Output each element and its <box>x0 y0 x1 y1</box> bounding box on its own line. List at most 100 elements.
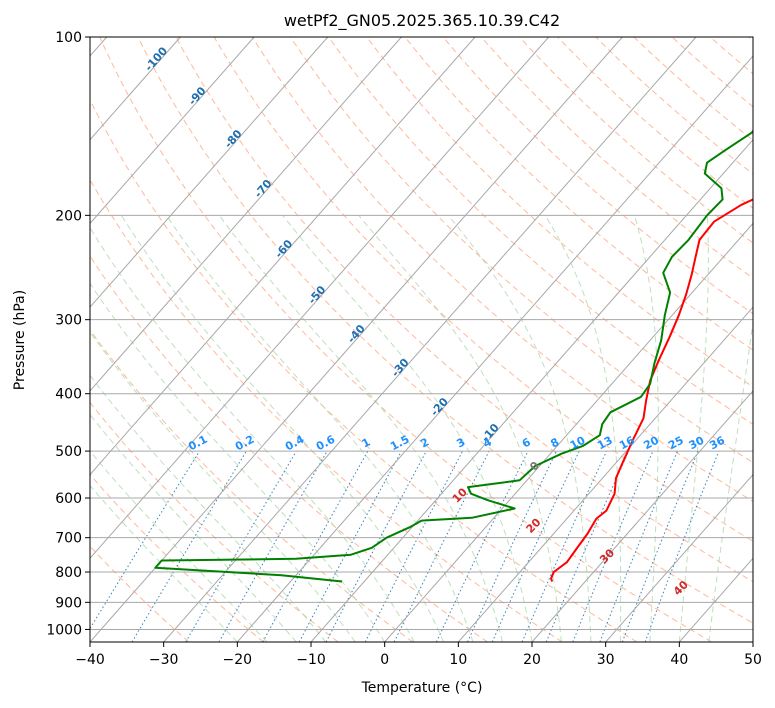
isotherm-line <box>678 557 753 642</box>
moist-adiabat-label: 30 <box>597 546 617 566</box>
isotherm-line <box>384 222 753 642</box>
moist-adiabat-label: 10 <box>450 485 470 505</box>
isotherm-label: -70 <box>252 177 275 201</box>
x-tick-label: −20 <box>223 652 253 668</box>
mixing-ratio-label: 16 <box>617 434 637 453</box>
moist-adiabat <box>218 215 503 642</box>
isotherm-label: -90 <box>186 84 209 108</box>
mixing-ratio-line <box>491 450 580 642</box>
moist-adiabat <box>90 282 386 642</box>
mixing-ratio-line <box>393 450 490 642</box>
dry-adiabat <box>90 401 339 642</box>
x-tick-label: 50 <box>744 652 762 668</box>
mixing-ratio-line <box>185 450 297 642</box>
mixing-ratio-label: 1.5 <box>388 433 411 454</box>
isotherm-line <box>90 37 329 308</box>
moist-adiabat <box>447 214 592 642</box>
dry-adiabat <box>748 37 753 42</box>
mixing-ratio-line <box>644 450 720 642</box>
isotherm-line <box>90 37 550 560</box>
y-tick-label: 300 <box>55 313 82 329</box>
isotherm-label: -80 <box>222 127 245 151</box>
mixing-ratio-label: 13 <box>595 434 615 453</box>
mixing-ratio-line <box>572 450 654 642</box>
mixing-ratio-line <box>262 450 369 642</box>
mixing-ratio-line <box>325 450 427 642</box>
sounding-series <box>154 129 753 583</box>
dry-adiabat <box>519 37 753 244</box>
dry-adiabat <box>213 37 753 542</box>
y-axis-label: Pressure (hPa) <box>12 290 28 390</box>
moist-adiabat <box>678 215 709 642</box>
x-axis-ticks: −40 −30 −20 −10 0 10 20 30 40 50 <box>75 642 762 668</box>
isotherm-line <box>457 306 753 642</box>
dry-adiabat <box>90 545 190 642</box>
moist-adiabat <box>708 318 753 642</box>
moist-adiabat <box>90 450 268 642</box>
isotherm-line <box>90 37 476 476</box>
x-tick-label: 0 <box>380 652 389 668</box>
mixing-ratio-label: 0.1 <box>186 433 209 454</box>
temperature-line <box>550 198 753 582</box>
pressure-gridlines <box>90 36 753 630</box>
y-tick-label: 900 <box>55 595 82 611</box>
isotherm-label: -30 <box>389 356 412 380</box>
mixing-ratio-label: 10 <box>568 433 588 452</box>
dry-adiabat <box>90 473 264 642</box>
y-tick-label: 1000 <box>46 622 82 638</box>
moist-adiabat <box>165 215 474 642</box>
isotherm-line <box>90 37 181 141</box>
moist-adiabat <box>90 331 356 642</box>
moist-adiabat <box>90 226 415 642</box>
mixing-ratio-line <box>467 450 557 642</box>
mixing-ratio-line <box>364 450 463 642</box>
isotherm-line <box>90 37 255 225</box>
moist-adiabat <box>282 214 533 642</box>
chart-title: wetPf2_GN05.2025.365.10.39.C42 <box>284 11 560 31</box>
isotherm-line <box>90 37 402 392</box>
y-tick-label: 800 <box>55 565 82 581</box>
x-tick-label: −30 <box>149 652 179 668</box>
dry-adiabat <box>557 37 753 209</box>
isotherm-line <box>236 55 753 642</box>
dry-adiabat <box>90 98 638 642</box>
isotherm-line <box>163 37 697 642</box>
mixing-ratio-label: 30 <box>687 434 707 453</box>
y-tick-label: 700 <box>55 531 82 547</box>
dry-adiabat <box>366 37 753 388</box>
moist-adiabat <box>120 215 445 642</box>
mixing-ratio-line <box>298 450 402 642</box>
isotherm-line <box>605 473 753 642</box>
isotherm-label: -100 <box>142 44 170 74</box>
isotherm-line <box>90 37 623 642</box>
moist-adiabat <box>90 374 327 642</box>
mixing-ratio-label: 3 <box>454 435 467 450</box>
dry-adiabat <box>90 255 488 642</box>
isotherm-label: -60 <box>272 237 295 261</box>
mixing-ratio-label: 36 <box>707 434 727 453</box>
x-tick-label: 30 <box>597 652 615 668</box>
moist-adiabat-label: 40 <box>671 578 691 598</box>
dry-adiabat <box>251 37 753 503</box>
mixing-ratio-line <box>545 450 630 642</box>
mixing-ratio-label: 0.6 <box>314 433 338 454</box>
x-tick-label: 10 <box>449 652 467 668</box>
dry-adiabat <box>99 37 712 642</box>
mixing-ratio-label: 1 <box>360 435 373 450</box>
mixing-ratio-label: 20 <box>641 434 661 453</box>
dry-adiabat <box>137 37 753 624</box>
moist-adiabat <box>90 413 297 642</box>
mixing-ratio-line <box>621 450 699 642</box>
dewpoint-line <box>154 129 753 583</box>
x-tick-label: 20 <box>523 652 541 668</box>
y-axis-ticks: 100 200 300 400 500 600 700 800 900 1000 <box>46 30 90 638</box>
x-tick-label: −40 <box>75 652 105 668</box>
x-tick-label: 40 <box>670 652 688 668</box>
mixing-ratio-label: 0.4 <box>283 433 307 454</box>
dry-adiabat <box>175 37 753 583</box>
plot-frame <box>89 36 754 643</box>
dry-adiabat <box>290 37 753 464</box>
mixing-ratio-line <box>521 450 608 642</box>
isotherm-label: -20 <box>428 395 451 419</box>
isotherm-label: -50 <box>306 283 329 307</box>
